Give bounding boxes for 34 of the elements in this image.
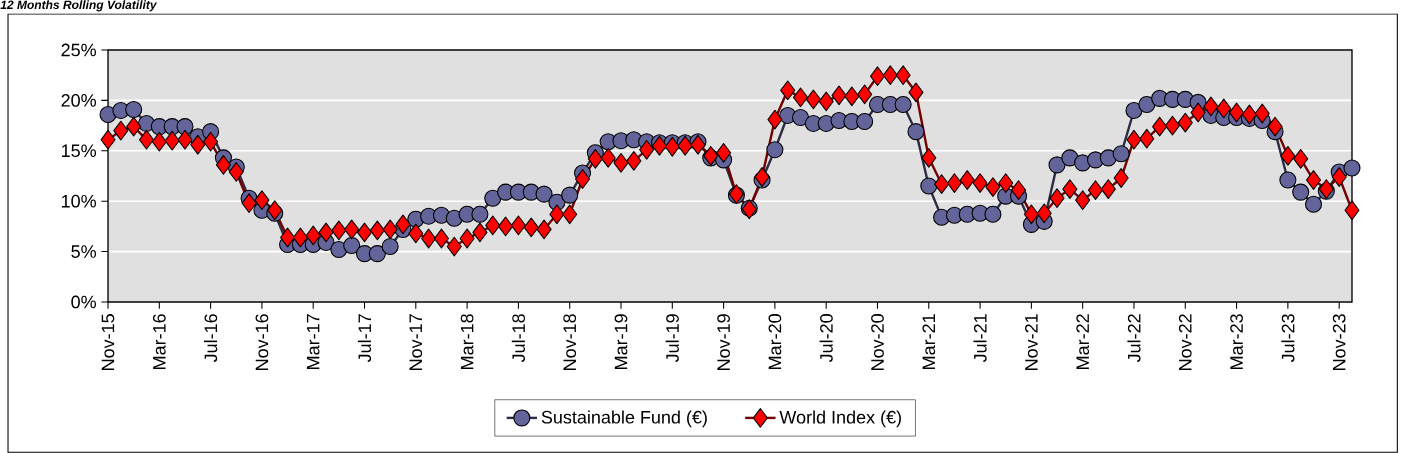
x-tick-label: Mar-23 — [1230, 314, 1243, 369]
y-tick-label: 5% — [71, 245, 96, 258]
x-tick-label: Jul-20 — [819, 314, 833, 363]
x-tick-label: Mar-22 — [1076, 314, 1090, 369]
legend-label: Sustainable Fund (€) — [541, 410, 707, 428]
x-tick-label: Jul-18 — [511, 314, 525, 363]
x-tick-label: Mar-18 — [460, 314, 474, 369]
x-tick-label: Nov-23 — [1332, 314, 1346, 370]
x-tick-label: Nov-22 — [1178, 314, 1192, 370]
x-tick-label: Nov-15 — [101, 314, 115, 370]
x-tick-label: Jul-21 — [973, 314, 987, 363]
x-tick-label: Nov-20 — [871, 314, 884, 370]
x-tick-label: Mar-20 — [768, 314, 782, 369]
x-tick-label: Jul-23 — [1281, 314, 1295, 363]
y-tick-label: 10% — [62, 194, 96, 208]
x-tick-label: Mar-21 — [922, 314, 936, 369]
x-tick-label: Mar-17 — [306, 314, 320, 369]
y-tick-label: 0% — [71, 295, 96, 309]
x-tick-label: Nov-17 — [409, 314, 423, 370]
y-tick-label: 20% — [61, 94, 96, 107]
y-tick-label: 15% — [62, 144, 96, 158]
x-tick-label: Jul-19 — [665, 314, 679, 363]
x-tick-label: Nov-18 — [563, 314, 577, 370]
chart-title: 12 Months Rolling Volatility — [0, 0, 158, 12]
legend-label: World Index (€) — [779, 410, 901, 428]
x-tick-label: Nov-21 — [1025, 314, 1038, 370]
x-tick-label: Jul-22 — [1127, 314, 1141, 363]
x-tick-label: Nov-19 — [717, 314, 730, 370]
x-tick-label: Jul-17 — [357, 314, 372, 363]
x-tick-label: Nov-16 — [255, 314, 269, 370]
x-tick-label: Mar-16 — [152, 314, 166, 369]
x-tick-label: Jul-16 — [204, 314, 218, 363]
x-tick-label: Mar-19 — [614, 314, 628, 369]
y-tick-label: 25% — [61, 43, 96, 57]
